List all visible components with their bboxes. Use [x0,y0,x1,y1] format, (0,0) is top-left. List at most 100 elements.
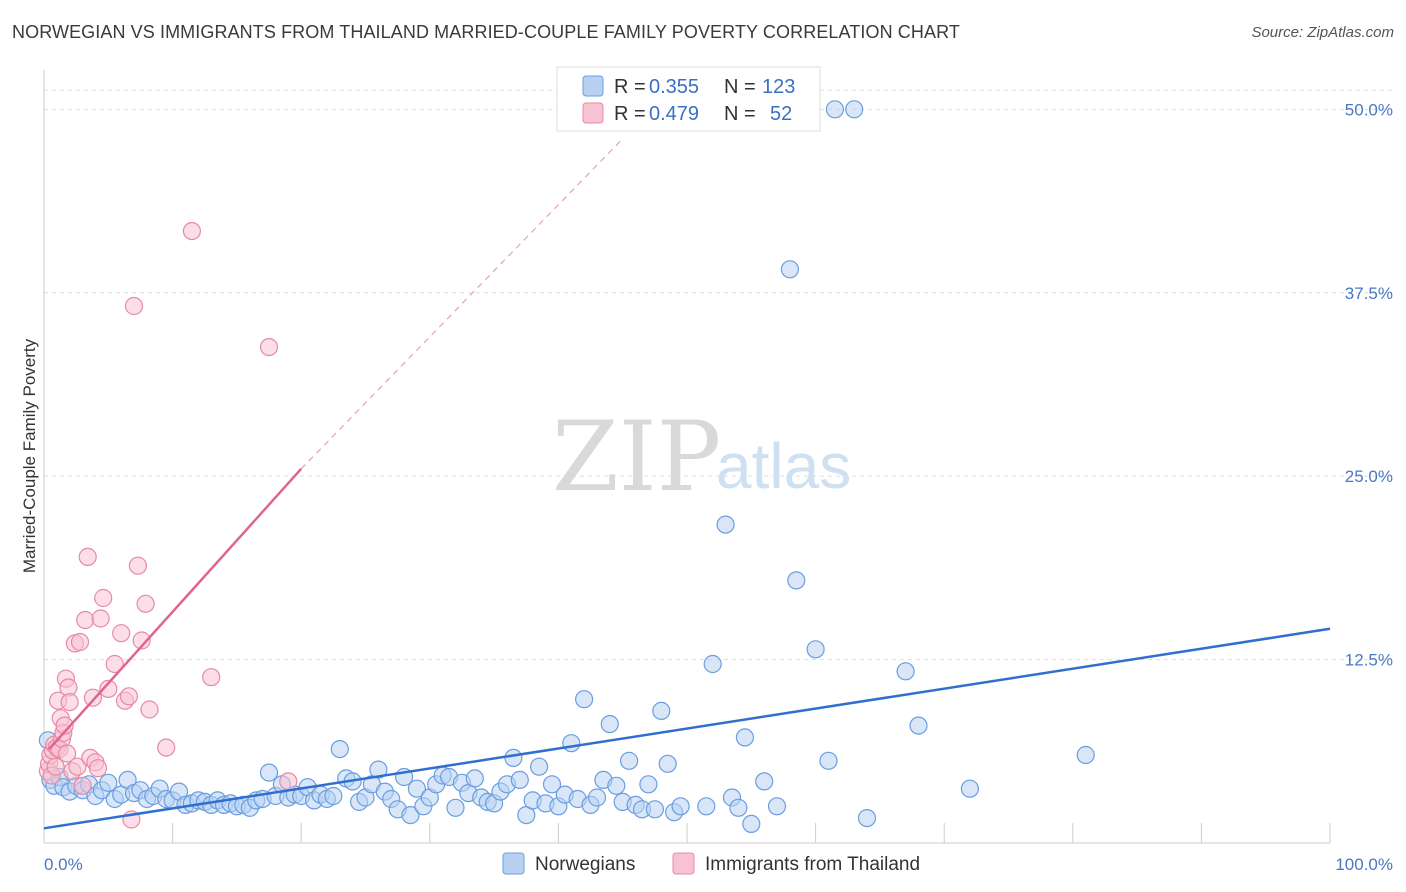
y-tick-label: 25.0% [1345,467,1393,486]
point-norwegians [787,571,806,590]
point-norwegians [729,798,748,817]
legend-r-label: R = [614,103,646,125]
point-thailand [60,692,79,712]
point-thailand [76,610,95,630]
legend-r-value: 0.355 [649,76,699,98]
point-norwegians [780,260,800,279]
point-thailand [94,588,113,608]
point-norwegians [407,779,426,798]
y-tick-label: 50.0% [1345,100,1393,119]
point-norwegians [587,788,607,807]
point-norwegians [574,690,594,709]
point-norwegians [735,728,755,747]
y-tick-label: 12.5% [1345,651,1393,670]
point-thailand [128,556,147,575]
point-norwegians [742,814,761,834]
point-norwegians [607,776,626,795]
point-norwegians [645,800,665,819]
legend-n-value: 123 [762,76,795,98]
bottom-legend-swatch-thailand [672,852,695,875]
source-label: Source: ZipAtlas.com [1251,24,1394,41]
y-axis-label: Married-Couple Family Poverty [20,338,39,573]
point-norwegians [619,751,639,770]
point-thailand [119,687,138,706]
point-norwegians [529,757,549,776]
point-thailand [259,338,279,357]
point-thailand [124,296,144,316]
y-tick-label: 37.5% [1345,284,1393,303]
point-thailand [68,757,87,776]
point-norwegians [806,640,825,659]
point-thailand [55,716,74,735]
grid-lines [44,89,1395,661]
x-tick-label: 100.0% [1335,855,1393,874]
tick-labels: 12.5% 25.0% 37.5% 50.0% 0.0% 100.0% [44,100,1393,874]
point-thailand [88,759,108,778]
point-thailand [57,744,77,763]
trend-line-thailand [48,468,303,750]
legend-r-label: R = [614,76,646,98]
point-norwegians [504,748,523,768]
point-norwegians [703,654,722,674]
point-norwegians [716,515,735,534]
point-norwegians [755,772,774,791]
point-thailand [73,776,92,795]
point-norwegians [465,769,484,788]
point-thailand [140,700,159,719]
x-axis-ticks [172,823,1331,843]
point-norwegians [845,100,864,119]
point-norwegians [1076,745,1095,765]
bottom-legend: Norwegians Immigrants from Thailand [502,852,920,875]
legend-r-value: 0.479 [649,103,699,125]
point-norwegians [401,805,420,825]
point-norwegians [857,808,877,828]
point-norwegians [542,775,562,794]
point-norwegians [562,734,581,753]
x-tick-label: 0.0% [44,855,83,874]
point-thailand [91,609,110,628]
point-norwegians [896,662,915,681]
point-thailand [202,668,221,687]
point-thailand [83,688,103,707]
point-norwegians [99,773,118,792]
trend-line-norwegians [43,627,1331,830]
point-norwegians [324,786,343,806]
point-norwegians [510,770,529,790]
legend-swatch-thailand [582,102,604,124]
point-thailand [132,631,151,650]
point-norwegians [369,760,388,779]
legend-n-label: N = [724,76,756,98]
point-norwegians [767,797,787,816]
point-norwegians [825,100,845,119]
point-thailand [136,594,155,613]
point-thailand [182,222,201,241]
bottom-legend-thailand: Immigrants from Thailand [705,854,920,875]
point-norwegians [909,716,928,735]
point-norwegians [446,798,465,817]
point-thailand [70,632,90,652]
trend-lines [43,138,1331,830]
legend-n-label: N = [724,103,756,125]
legend-box: R = 0.355 N = 123 R = 0.479 N = 52 [556,66,821,132]
point-norwegians [960,779,980,798]
point-norwegians [658,754,677,773]
data-points [38,100,1095,834]
point-thailand [78,547,97,567]
point-thailand [112,624,131,643]
point-norwegians [259,763,279,782]
legend-swatch-norwegians [582,75,604,97]
point-norwegians [671,797,690,816]
chart-title: NORWEGIAN VS IMMIGRANTS FROM THAILAND MA… [12,22,960,42]
point-norwegians [330,739,349,759]
point-thailand [279,772,298,791]
point-norwegians [600,714,619,734]
point-thailand [105,654,124,674]
watermark-zip: ZIP [552,401,721,513]
watermark-atlas: atlas [716,430,851,502]
point-thailand [46,757,65,776]
bottom-legend-norwegians: Norwegians [535,854,635,875]
point-thailand [99,679,118,699]
point-thailand [157,738,176,757]
bottom-legend-swatch-norwegians [502,852,525,875]
